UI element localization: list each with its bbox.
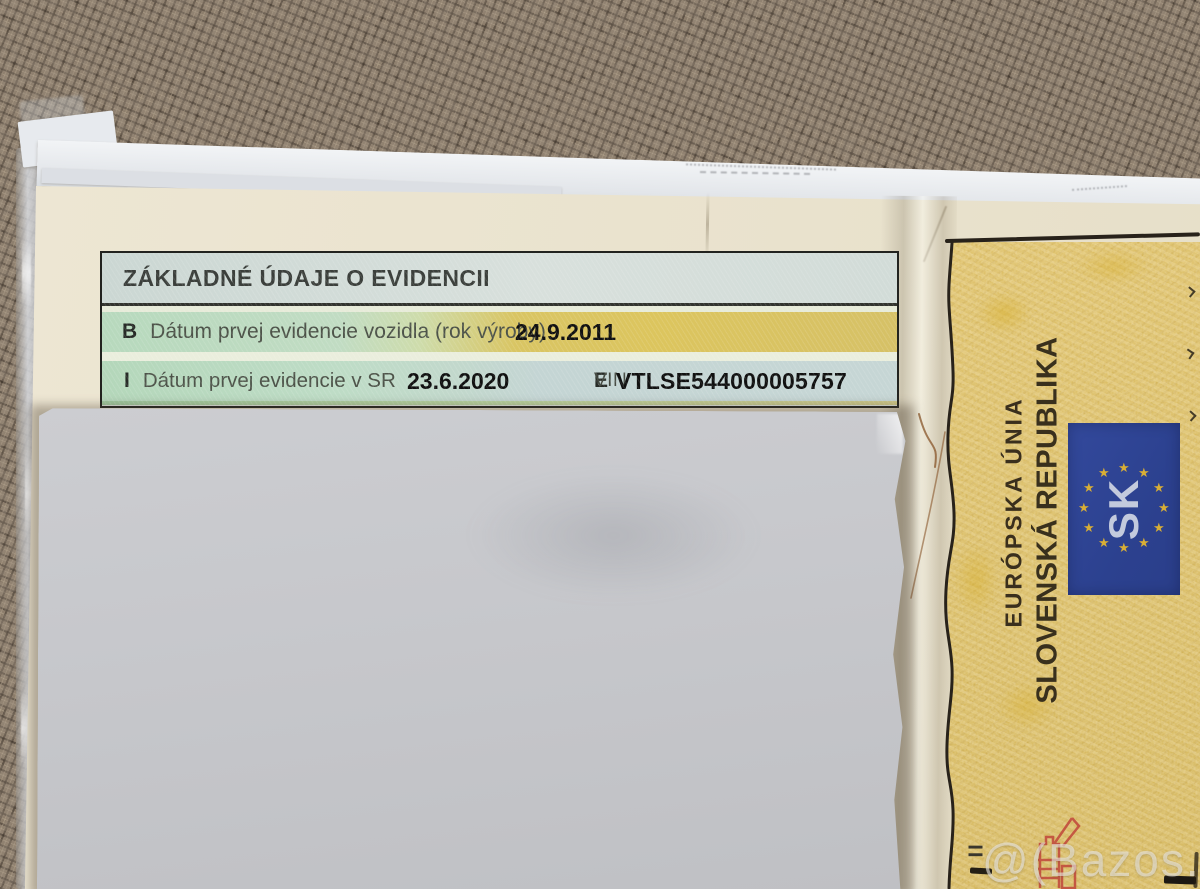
row-b-code: B <box>122 320 138 343</box>
table-header-text: ZÁKLADNÉ ÚDAJE O EVIDENCII <box>123 264 490 291</box>
eu-flag: ★ ★ ★ ★ ★ ★ ★ ★ ★ ★ ★ ★ SK <box>1068 423 1180 595</box>
blank-paper-overlay <box>37 408 909 889</box>
registration-table: ZÁKLADNÉ ÚDAJE O EVIDENCII B Dátum prvej… <box>100 251 899 408</box>
paper-blotch <box>954 542 998 618</box>
table-row-i: I Dátum prvej evidencie v SR 23.6.2020 E… <box>102 361 897 401</box>
eu-star-icon: ★ <box>1158 500 1170 515</box>
eu-star-icon: ★ <box>1118 540 1130 555</box>
flag-country-code: SK <box>1100 477 1147 541</box>
eu-star-icon: ★ <box>1153 520 1165 535</box>
paper-blotch <box>976 292 1032 334</box>
watermark: @(Bazos.sk <box>982 834 1200 886</box>
eu-star-icon: ★ <box>1083 520 1095 535</box>
slovak-republic-label: SLOVENSKÁ REPUBLIKA <box>1031 336 1064 704</box>
eu-union-label: EURÓPSKA ÚNIA <box>1000 396 1027 628</box>
row-b-label: Dátum prvej evidencie vozidla (rok výrob… <box>150 320 546 343</box>
eu-star-icon: ★ <box>1078 500 1090 515</box>
row-i-label: Dátum prvej evidencie v SR <box>142 369 396 392</box>
paper-corner-highlight <box>877 414 903 454</box>
table-header: ZÁKLADNÉ ÚDAJE O EVIDENCII <box>102 253 897 303</box>
row-i-code: I <box>124 369 130 392</box>
paper-show-through <box>468 470 759 601</box>
row-i-value: 23.6.2020 <box>407 367 510 394</box>
vin-value: VTLSE544000005757 <box>616 367 848 394</box>
table-gap <box>102 352 897 361</box>
paper-blotch <box>1076 250 1150 284</box>
eu-star-icon: ★ <box>1153 480 1165 495</box>
eu-star-icon: ★ <box>1083 480 1095 495</box>
eu-star-icon: ★ <box>1118 460 1130 475</box>
plastic-highlight <box>22 238 31 308</box>
row-b-value: 24.9.2011 <box>515 318 617 345</box>
table-row-b: B Dátum prvej evidencie vozidla (rok výr… <box>102 312 897 352</box>
